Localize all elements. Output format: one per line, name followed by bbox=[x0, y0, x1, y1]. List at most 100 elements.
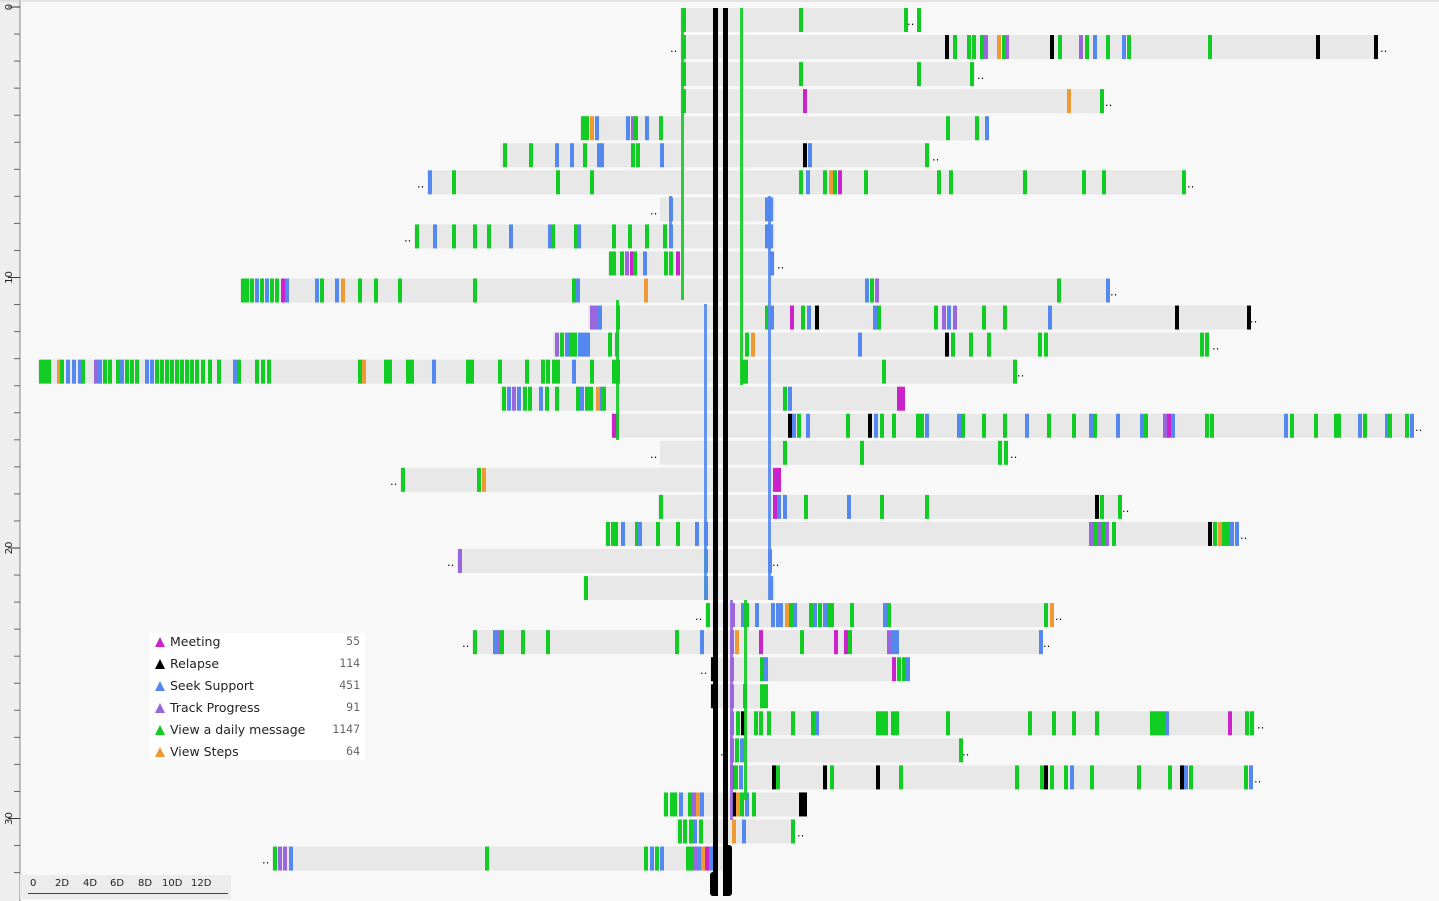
event-mark bbox=[130, 359, 134, 384]
legend-item-view-daily-message[interactable]: View a daily message 1147 bbox=[150, 721, 365, 743]
event-mark bbox=[590, 305, 594, 330]
event-mark bbox=[709, 846, 713, 871]
event-mark bbox=[985, 116, 989, 141]
event-mark bbox=[596, 386, 600, 411]
legend-item-meeting[interactable]: Meeting 55 bbox=[150, 633, 365, 655]
event-mark bbox=[473, 630, 477, 655]
event-mark bbox=[846, 413, 850, 438]
event-mark bbox=[770, 305, 774, 330]
event-mark bbox=[765, 197, 769, 222]
overflow-marker: ‥ bbox=[1380, 42, 1387, 55]
event-mark bbox=[848, 630, 852, 655]
legend-panel: Meeting 55 Relapse 114 Seek Support 451 … bbox=[150, 633, 365, 760]
time-scale-tick: 2D bbox=[55, 878, 70, 889]
event-mark bbox=[1405, 413, 1409, 438]
event-mark bbox=[742, 819, 746, 844]
event-mark bbox=[1316, 35, 1320, 60]
relapse-spine-end bbox=[723, 845, 732, 896]
session-bar bbox=[588, 305, 1248, 330]
event-mark bbox=[754, 711, 758, 736]
overflow-marker: ‥ bbox=[650, 204, 657, 217]
time-scale-tick: 0 bbox=[30, 878, 37, 889]
event-mark bbox=[998, 440, 1002, 465]
event-mark bbox=[1067, 89, 1071, 114]
event-mark bbox=[145, 359, 149, 384]
legend-item-seek-support[interactable]: Seek Support 451 bbox=[150, 677, 365, 699]
event-mark bbox=[406, 359, 410, 384]
event-mark bbox=[732, 792, 736, 817]
overflow-marker: ‥ bbox=[650, 448, 657, 461]
event-mark bbox=[880, 413, 884, 438]
event-mark bbox=[631, 116, 635, 141]
overflow-marker: ‥ bbox=[695, 610, 702, 623]
event-mark bbox=[1052, 711, 1056, 736]
event-mark bbox=[1003, 413, 1007, 438]
event-mark bbox=[660, 143, 664, 168]
event-mark bbox=[335, 278, 339, 303]
event-mark bbox=[507, 386, 511, 411]
event-mark bbox=[433, 224, 437, 249]
event-mark bbox=[255, 278, 259, 303]
event-mark bbox=[267, 359, 271, 384]
event-mark bbox=[555, 386, 559, 411]
overflow-marker: ‥ bbox=[700, 664, 707, 677]
event-mark bbox=[1165, 711, 1169, 736]
event-mark bbox=[701, 846, 705, 871]
event-mark bbox=[892, 413, 896, 438]
overflow-marker: ‥ bbox=[1254, 772, 1261, 785]
event-mark bbox=[735, 738, 739, 763]
event-mark bbox=[809, 603, 813, 628]
event-mark bbox=[901, 386, 905, 411]
event-mark bbox=[895, 711, 899, 736]
event-mark bbox=[98, 359, 102, 384]
event-mark bbox=[621, 521, 625, 546]
event-mark bbox=[600, 143, 604, 168]
event-mark bbox=[813, 603, 817, 628]
event-mark bbox=[847, 494, 851, 519]
event-mark bbox=[362, 359, 366, 384]
event-mark bbox=[283, 846, 287, 871]
event-mark bbox=[695, 521, 699, 546]
event-mark bbox=[1189, 765, 1193, 790]
event-mark bbox=[880, 494, 884, 519]
event-mark bbox=[693, 846, 697, 871]
event-mark bbox=[255, 359, 259, 384]
event-mark bbox=[1150, 711, 1154, 736]
legend-item-relapse[interactable]: Relapse 114 bbox=[150, 655, 365, 677]
alignment-lane bbox=[704, 304, 707, 600]
event-mark bbox=[560, 332, 564, 357]
session-bar bbox=[680, 89, 1103, 114]
event-mark bbox=[759, 711, 763, 736]
event-mark bbox=[961, 413, 965, 438]
event-mark bbox=[858, 332, 862, 357]
legend-item-view-steps[interactable]: View Steps 64 bbox=[150, 743, 365, 765]
session-bar bbox=[553, 332, 1210, 357]
y-axis-tick-label: 10 bbox=[4, 271, 15, 284]
event-mark bbox=[572, 359, 576, 384]
event-mark bbox=[791, 819, 795, 844]
event-mark bbox=[512, 386, 516, 411]
overflow-marker: ‥ bbox=[962, 745, 969, 758]
session-bar bbox=[240, 278, 1108, 303]
event-mark bbox=[556, 170, 560, 195]
event-mark bbox=[850, 603, 854, 628]
event-mark bbox=[1210, 413, 1214, 438]
event-mark bbox=[643, 251, 647, 276]
event-mark bbox=[1072, 413, 1076, 438]
event-mark bbox=[739, 765, 743, 790]
event-mark bbox=[1154, 711, 1158, 736]
event-mark bbox=[806, 170, 810, 195]
event-mark bbox=[882, 359, 886, 384]
event-mark bbox=[432, 359, 436, 384]
event-mark bbox=[245, 278, 249, 303]
event-mark bbox=[270, 278, 274, 303]
session-bar bbox=[400, 467, 780, 492]
event-mark bbox=[1167, 413, 1171, 438]
event-mark bbox=[237, 359, 241, 384]
overflow-marker: ‥ bbox=[1105, 96, 1112, 109]
legend-item-track-progress[interactable]: Track Progress 91 bbox=[150, 699, 365, 721]
event-mark bbox=[1015, 765, 1019, 790]
event-mark bbox=[586, 332, 590, 357]
overflow-marker: ‥ bbox=[977, 69, 984, 82]
